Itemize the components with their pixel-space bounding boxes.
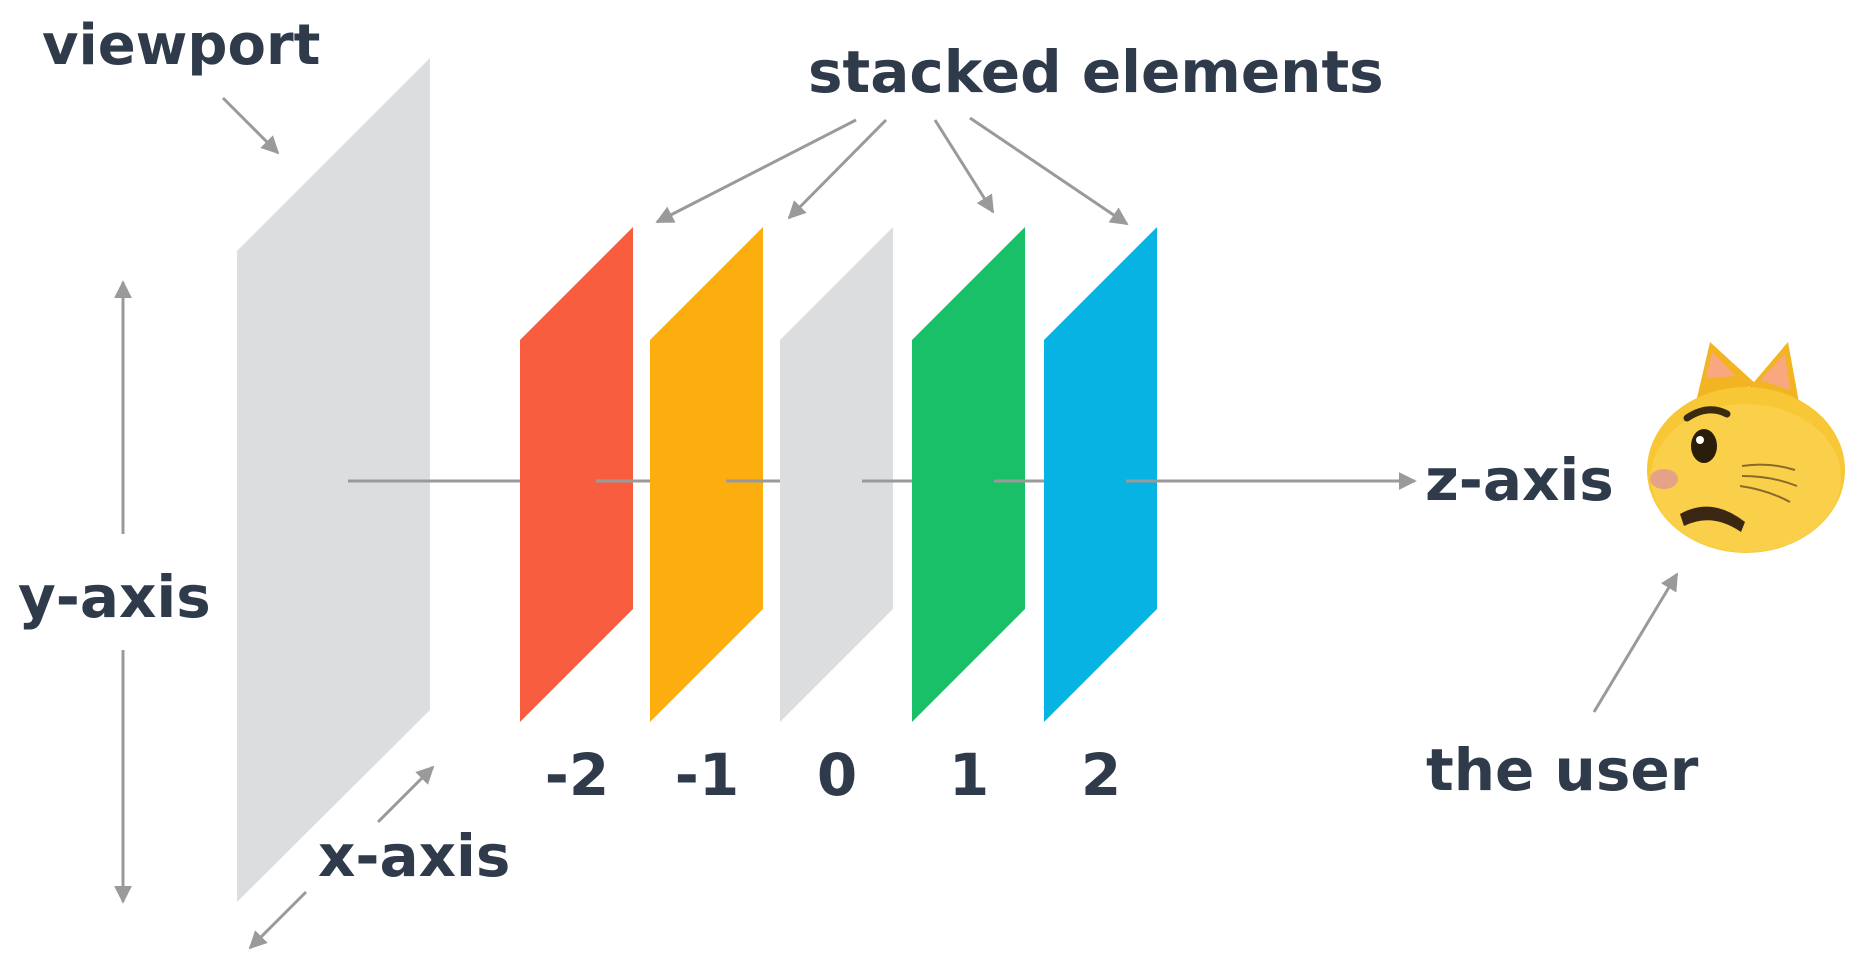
z-index-label-2: 0	[817, 741, 857, 809]
y-axis-label: y-axis	[18, 563, 211, 631]
layer-2	[780, 227, 893, 722]
stacked-layers	[520, 227, 1157, 722]
stacked-elements-label: stacked elements	[808, 38, 1384, 106]
x-axis-label: x-axis	[318, 822, 510, 890]
viewport-arrow	[221, 96, 280, 155]
z-index-label-4: 2	[1081, 741, 1121, 809]
x-axis-arrow-up	[376, 765, 435, 824]
layer-1	[650, 227, 763, 722]
z-index-label-3: 1	[949, 741, 989, 809]
z-index-label-1: -1	[675, 741, 739, 809]
z-axis-label: z-axis	[1425, 446, 1614, 514]
viewport-plane	[237, 58, 430, 902]
the-user-label: the user	[1426, 736, 1699, 804]
cat-face-icon	[1647, 342, 1845, 553]
x-axis-arrow-down	[248, 890, 308, 950]
viewport-label: viewport	[42, 13, 320, 78]
stacked-elements-arrows	[655, 116, 1129, 226]
layer-4	[1044, 227, 1157, 722]
z-index-label-0: -2	[545, 741, 609, 809]
layer-0	[520, 227, 633, 722]
user-arrow	[1592, 572, 1679, 713]
layer-3	[912, 227, 1025, 722]
